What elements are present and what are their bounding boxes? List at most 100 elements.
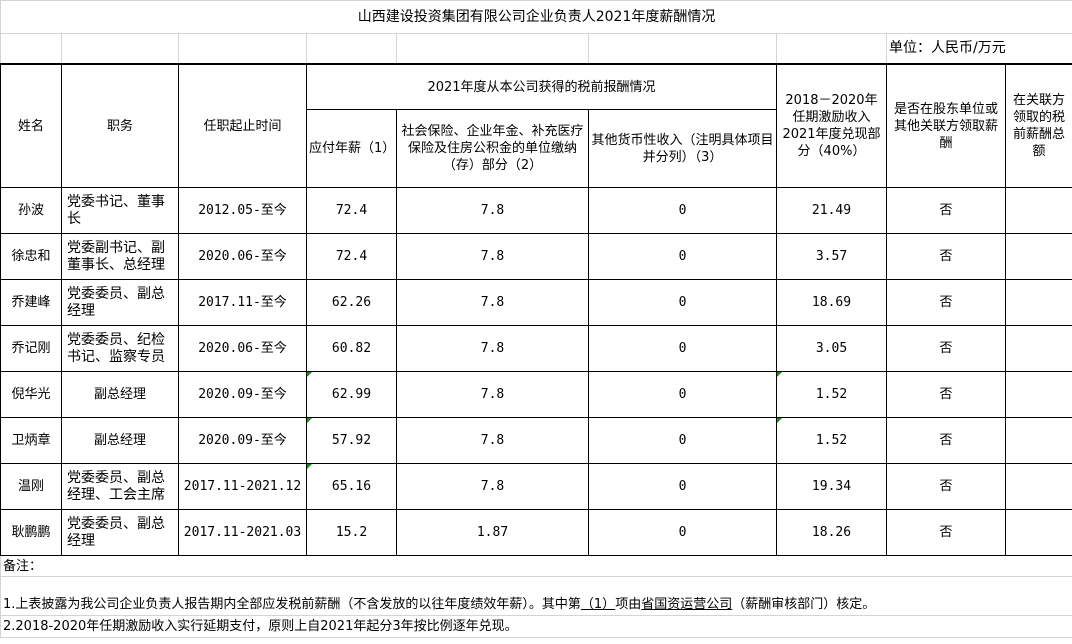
note-1[interactable]: 1.上表披露为我公司企业负责人报告期内全部应发税前薪酬（不含发放的以往年度绩效年…	[0, 576, 1072, 616]
header-group[interactable]: 2021年度从本公司获得的税前报酬情况	[306, 63, 777, 110]
table-row: 倪华光 副总经理 2020.09-至今 62.99 7.8 0 1.52 否	[0, 371, 1072, 418]
cell-shareholder[interactable]: 否	[886, 509, 1006, 556]
cell-tenure[interactable]: 2017.11-2021.03	[178, 509, 307, 556]
cell-name[interactable]: 卫炳章	[0, 417, 62, 464]
cell-tenure[interactable]: 2020.06-至今	[178, 325, 307, 372]
header-tenure[interactable]: 任职起止时间	[178, 63, 307, 188]
cell[interactable]	[0, 33, 62, 65]
cell-shareholder[interactable]: 否	[886, 325, 1006, 372]
cell-related-total[interactable]	[1004, 187, 1072, 234]
cell-insurance[interactable]: 7.8	[396, 233, 589, 280]
cell-related-total[interactable]	[1004, 325, 1072, 372]
cell-salary[interactable]: 57.92	[306, 417, 397, 464]
cell-incentive[interactable]: 1.52	[776, 417, 887, 464]
cell[interactable]	[178, 33, 307, 65]
cell-other[interactable]: 0	[588, 371, 777, 418]
cell-shareholder[interactable]: 否	[886, 463, 1006, 510]
cell-name[interactable]: 乔记刚	[0, 325, 62, 372]
cell-other[interactable]: 0	[588, 417, 777, 464]
cell-salary[interactable]: 72.4	[306, 187, 397, 234]
header-related-total[interactable]: 在关联方领取的税前薪酬总额	[1004, 63, 1072, 188]
cell-other[interactable]: 0	[588, 187, 777, 234]
cell-position[interactable]: 副总经理	[61, 371, 179, 418]
header-position[interactable]: 职务	[61, 63, 179, 188]
cell-name[interactable]: 徐忠和	[0, 233, 62, 280]
cell-insurance[interactable]: 7.8	[396, 371, 589, 418]
cell-insurance[interactable]: 1.87	[396, 509, 589, 556]
cell-insurance[interactable]: 7.8	[396, 417, 589, 464]
cell-incentive[interactable]: 19.34	[776, 463, 887, 510]
cell-name[interactable]: 乔建峰	[0, 279, 62, 326]
cell-related-total[interactable]	[1004, 279, 1072, 326]
cell-tenure[interactable]: 2020.09-至今	[178, 417, 307, 464]
unit-label[interactable]: 单位：人民币/万元	[885, 33, 1072, 65]
cell-position[interactable]: 党委委员、纪检书记、监察专员	[61, 325, 179, 372]
cell-shareholder[interactable]: 否	[886, 187, 1006, 234]
header-other[interactable]: 其他货币性收入（注明具体项目并分列）（3）	[588, 109, 777, 188]
cell-position[interactable]: 党委书记、董事长	[61, 187, 179, 234]
cell-insurance[interactable]: 7.8	[396, 187, 589, 234]
cell-position[interactable]: 副总经理	[61, 417, 179, 464]
table-title[interactable]: 山西建设投资集团有限公司企业负责人2021年度薪酬情况	[0, 0, 1072, 34]
cell-position[interactable]: 党委副书记、副董事长、总经理	[61, 233, 179, 280]
cell-tenure[interactable]: 2020.09-至今	[178, 371, 307, 418]
note-1-text-c: （薪酬审核部门）核定。	[732, 597, 876, 612]
cell[interactable]	[396, 33, 589, 65]
cell-salary[interactable]: 62.26	[306, 279, 397, 326]
cell-incentive[interactable]: 1.52	[776, 371, 887, 418]
cell-related-total[interactable]	[1004, 417, 1072, 464]
cell-incentive[interactable]: 3.05	[776, 325, 887, 372]
cell-shareholder[interactable]: 否	[886, 279, 1006, 326]
cell-name[interactable]: 温刚	[0, 463, 62, 510]
header-salary[interactable]: 应付年薪（1）	[306, 109, 397, 188]
cell-related-total[interactable]	[1004, 463, 1072, 510]
note-1-text-b: 项由	[615, 597, 642, 612]
header-insurance[interactable]: 社会保险、企业年金、补充医疗保险及住房公积金的单位缴纳（存）部分（2）	[396, 109, 589, 188]
cell-shareholder[interactable]: 否	[886, 417, 1006, 464]
cell-other[interactable]: 0	[588, 463, 777, 510]
cell-insurance[interactable]: 7.8	[396, 463, 589, 510]
cell-tenure[interactable]: 2012.05-至今	[178, 187, 307, 234]
cell-related-total[interactable]	[1004, 509, 1072, 556]
cell-incentive[interactable]: 18.26	[776, 509, 887, 556]
cell-other[interactable]: 0	[588, 325, 777, 372]
cell-name[interactable]: 孙波	[0, 187, 62, 234]
cell-position[interactable]: 党委委员、副总经理	[61, 279, 179, 326]
cell-other[interactable]: 0	[588, 233, 777, 280]
cell-related-total[interactable]	[1004, 233, 1072, 280]
cell-name[interactable]: 倪华光	[0, 371, 62, 418]
cell-other[interactable]: 0	[588, 509, 777, 556]
cell-position[interactable]: 党委委员、副总经理、工会主席	[61, 463, 179, 510]
cell[interactable]	[306, 33, 397, 65]
header-name[interactable]: 姓名	[0, 63, 62, 188]
cell-shareholder[interactable]: 否	[886, 371, 1006, 418]
table-row: 乔记刚 党委委员、纪检书记、监察专员 2020.06-至今 60.82 7.8 0 3.05…	[0, 325, 1072, 372]
cell[interactable]	[61, 33, 179, 65]
cell-salary[interactable]: 15.2	[306, 509, 397, 556]
cell-salary[interactable]: 60.82	[306, 325, 397, 372]
cell-tenure[interactable]: 2020.06-至今	[178, 233, 307, 280]
cell-tenure[interactable]: 2017.11-2021.12	[178, 463, 307, 510]
cell-shareholder[interactable]: 否	[886, 233, 1006, 280]
cell-salary[interactable]: 65.16	[306, 463, 397, 510]
cell-insurance[interactable]: 7.8	[396, 279, 589, 326]
cell[interactable]	[776, 33, 887, 65]
notes-label[interactable]: 备注：	[0, 555, 1072, 577]
cell[interactable]	[588, 33, 777, 65]
note-2[interactable]: 2.2018-2020年任期激励收入实行延期支付，原则上自2021年起分3年按比…	[0, 615, 1072, 638]
cell-salary[interactable]: 62.99	[306, 371, 397, 418]
note-1-org: 省国资运营公司	[641, 597, 733, 612]
header-shareholder[interactable]: 是否在股东单位或其他关联方领取薪酬	[886, 63, 1006, 188]
cell-incentive[interactable]: 3.57	[776, 233, 887, 280]
header-incentive[interactable]: 2018－2020年任期激励收入2021年度兑现部分（40%）	[776, 63, 887, 188]
cell-name[interactable]: 耿鹏鹏	[0, 509, 62, 556]
cell-position[interactable]: 党委委员、副总经理	[61, 509, 179, 556]
cell-incentive[interactable]: 21.49	[776, 187, 887, 234]
cell-incentive[interactable]: 18.69	[776, 279, 887, 326]
table-row: 孙波 党委书记、董事长 2012.05-至今 72.4 7.8 0 21.49 否	[0, 187, 1072, 234]
cell-other[interactable]: 0	[588, 279, 777, 326]
cell-salary[interactable]: 72.4	[306, 233, 397, 280]
cell-insurance[interactable]: 7.8	[396, 325, 589, 372]
cell-tenure[interactable]: 2017.11-至今	[178, 279, 307, 326]
cell-related-total[interactable]	[1004, 371, 1072, 418]
